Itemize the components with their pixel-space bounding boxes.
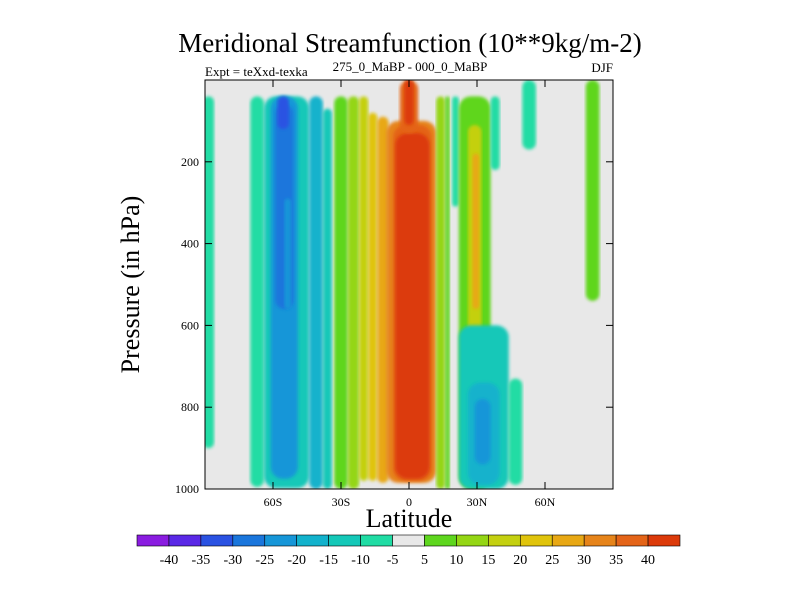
y-tick-label: 1000 bbox=[175, 482, 199, 496]
colorbar-label: -20 bbox=[287, 553, 306, 568]
x-tick-label: 30S bbox=[332, 495, 351, 509]
contour-region bbox=[395, 133, 430, 479]
colorbar-label: 20 bbox=[513, 553, 527, 568]
contour-region bbox=[377, 116, 389, 483]
colorbar-label: -10 bbox=[351, 553, 370, 568]
chart-subtitle-center: 275_0_MaBP - 000_0_MaBP bbox=[333, 59, 488, 74]
x-tick-label: 30N bbox=[467, 495, 488, 509]
contour-region bbox=[445, 96, 450, 489]
colorbar-swatch bbox=[456, 534, 489, 547]
colorbar: -40 -35 -30 -25 -20 -15 -10 -5 5 10 15 20 25 30 35 40 bbox=[136, 534, 681, 568]
colorbar-label: -35 bbox=[192, 553, 211, 568]
colorbar-swatch bbox=[519, 534, 553, 547]
x-tick-label: 60N bbox=[535, 495, 556, 509]
x-axis-label: Latitude bbox=[366, 504, 453, 533]
contour-region bbox=[309, 96, 323, 489]
colorbar-label: 40 bbox=[641, 553, 655, 568]
colorbar-label: -40 bbox=[160, 553, 179, 568]
colorbar-swatch bbox=[232, 534, 266, 547]
contour-region bbox=[205, 96, 215, 449]
colorbar-swatch bbox=[360, 534, 393, 547]
colorbar-swatch bbox=[296, 534, 329, 547]
contour-region bbox=[508, 378, 523, 485]
colorbar-swatch bbox=[168, 534, 202, 547]
colorbar-swatch bbox=[200, 534, 234, 547]
colorbar-swatch bbox=[647, 534, 681, 547]
colorbar-label: 25 bbox=[545, 553, 559, 568]
colorbar-label: -25 bbox=[255, 553, 274, 568]
chart-subtitle-right: DJF bbox=[591, 60, 613, 75]
chart-subtitle-left: Expt = teXxd-texka bbox=[205, 64, 308, 79]
contour-region bbox=[585, 80, 600, 301]
y-tick-label: 400 bbox=[181, 237, 199, 251]
contour-region bbox=[490, 96, 500, 170]
colorbar-swatch bbox=[392, 534, 425, 547]
colorbar-label: 30 bbox=[577, 553, 591, 568]
contour-region bbox=[347, 96, 360, 489]
contour-region bbox=[250, 96, 264, 487]
colorbar-label: -15 bbox=[319, 553, 338, 568]
x-tick-label: 60S bbox=[264, 495, 283, 509]
colorbar-swatch bbox=[583, 534, 617, 547]
contour-region bbox=[404, 80, 414, 125]
colorbar-swatch bbox=[615, 534, 649, 547]
chart-title: Meridional Streamfunction (10**9kg/m-2) bbox=[178, 28, 641, 58]
contour-region bbox=[334, 96, 348, 489]
x-tick-label: 0 bbox=[406, 495, 412, 509]
y-tick-label: 800 bbox=[181, 400, 199, 414]
colorbar-label: 5 bbox=[421, 553, 428, 568]
colorbar-label: 15 bbox=[481, 553, 495, 568]
y-axis-ticks: 200 400 600 800 1000 bbox=[175, 155, 613, 496]
colorbar-swatch bbox=[136, 534, 170, 547]
x-axis-ticks: 60S 30S 0 30N 60N bbox=[264, 80, 556, 509]
contour-region bbox=[472, 153, 480, 310]
colorbar-swatch bbox=[551, 534, 585, 547]
y-tick-label: 200 bbox=[181, 155, 199, 169]
contour-region bbox=[522, 80, 536, 150]
contour-region bbox=[436, 96, 446, 489]
contour-field bbox=[205, 80, 600, 489]
contour-region bbox=[452, 96, 459, 207]
contour-region bbox=[474, 399, 491, 465]
colorbar-label: -5 bbox=[387, 553, 399, 568]
colorbar-label: 10 bbox=[449, 553, 463, 568]
contour-region bbox=[277, 96, 289, 130]
y-axis-label: Pressure (in hPa) bbox=[116, 196, 145, 374]
colorbar-swatch bbox=[264, 534, 298, 547]
colorbar-swatch bbox=[488, 534, 521, 547]
colorbar-swatch bbox=[424, 534, 457, 547]
contour-region bbox=[368, 112, 378, 481]
contour-region bbox=[322, 108, 332, 489]
contour-region bbox=[284, 198, 292, 310]
contour-region bbox=[359, 96, 369, 481]
colorbar-label: -30 bbox=[223, 553, 242, 568]
y-tick-label: 600 bbox=[181, 318, 199, 332]
colorbar-swatch bbox=[328, 534, 361, 547]
colorbar-label: 35 bbox=[609, 553, 623, 568]
